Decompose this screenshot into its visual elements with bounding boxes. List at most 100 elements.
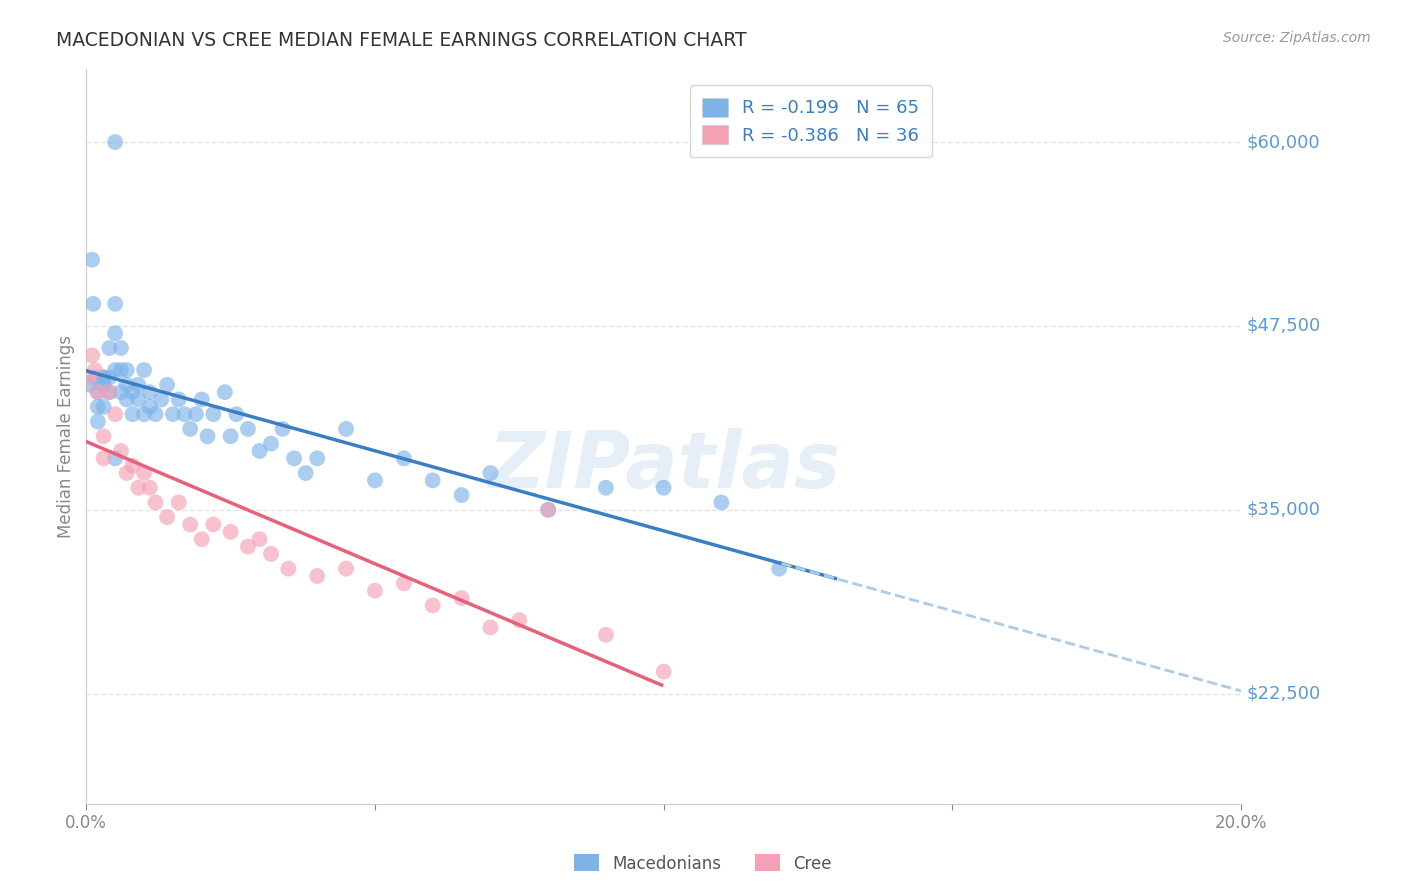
Point xyxy=(364,583,387,598)
Point xyxy=(145,407,167,421)
Point xyxy=(127,392,149,407)
Text: $35,000: $35,000 xyxy=(1247,500,1320,519)
Y-axis label: Median Female Earnings: Median Female Earnings xyxy=(58,334,75,538)
Point xyxy=(110,385,132,400)
Point xyxy=(652,665,675,679)
Point xyxy=(450,488,472,502)
Point xyxy=(214,385,236,400)
Text: Source: ZipAtlas.com: Source: ZipAtlas.com xyxy=(1223,31,1371,45)
Point xyxy=(93,451,115,466)
Point xyxy=(80,348,103,362)
Point xyxy=(139,400,162,414)
Point xyxy=(127,377,149,392)
Text: MACEDONIAN VS CREE MEDIAN FEMALE EARNINGS CORRELATION CHART: MACEDONIAN VS CREE MEDIAN FEMALE EARNING… xyxy=(56,31,747,50)
Point xyxy=(219,429,242,443)
Point xyxy=(104,363,127,377)
Point xyxy=(283,451,305,466)
Point xyxy=(115,466,138,480)
Point xyxy=(179,422,201,436)
Point xyxy=(479,620,502,634)
Text: $22,500: $22,500 xyxy=(1247,685,1322,703)
Point xyxy=(98,385,121,400)
Point xyxy=(595,628,617,642)
Point xyxy=(110,341,132,355)
Point xyxy=(537,503,560,517)
Point xyxy=(191,392,214,407)
Text: $60,000: $60,000 xyxy=(1247,133,1320,151)
Point xyxy=(156,377,179,392)
Point xyxy=(115,363,138,377)
Point xyxy=(294,466,316,480)
Point xyxy=(121,458,143,473)
Point xyxy=(652,481,675,495)
Point xyxy=(145,495,167,509)
Legend: Macedonians, Cree: Macedonians, Cree xyxy=(568,847,838,880)
Point xyxy=(422,474,444,488)
Point xyxy=(167,392,190,407)
Point xyxy=(422,599,444,613)
Point xyxy=(335,422,357,436)
Point xyxy=(202,517,225,532)
Point xyxy=(110,444,132,458)
Point xyxy=(191,533,214,547)
Point xyxy=(197,429,219,443)
Point xyxy=(93,400,115,414)
Point xyxy=(156,510,179,524)
Point xyxy=(87,415,110,429)
Point xyxy=(93,377,115,392)
Point xyxy=(132,466,155,480)
Point xyxy=(98,385,121,400)
Point xyxy=(87,385,110,400)
Point xyxy=(84,363,107,377)
Point xyxy=(392,576,415,591)
Point xyxy=(139,481,162,495)
Point xyxy=(93,429,115,443)
Point xyxy=(104,297,127,311)
Point xyxy=(77,370,100,384)
Point xyxy=(87,385,110,400)
Point xyxy=(508,613,530,627)
Point xyxy=(392,451,415,466)
Point xyxy=(710,495,733,509)
Point xyxy=(127,481,149,495)
Point xyxy=(260,547,283,561)
Point xyxy=(121,385,143,400)
Point xyxy=(173,407,195,421)
Point xyxy=(115,392,138,407)
Point xyxy=(132,363,155,377)
Point xyxy=(260,436,283,450)
Point xyxy=(110,363,132,377)
Legend: R = -0.199   N = 65, R = -0.386   N = 36: R = -0.199 N = 65, R = -0.386 N = 36 xyxy=(690,85,932,157)
Point xyxy=(132,407,155,421)
Point xyxy=(236,540,259,554)
Point xyxy=(104,407,127,421)
Point xyxy=(271,422,294,436)
Point xyxy=(249,444,271,458)
Point xyxy=(219,524,242,539)
Point xyxy=(104,135,127,149)
Point xyxy=(277,561,299,575)
Point xyxy=(162,407,184,421)
Point xyxy=(82,297,104,311)
Point xyxy=(450,591,472,605)
Point xyxy=(121,407,143,421)
Text: $47,500: $47,500 xyxy=(1247,317,1322,334)
Point xyxy=(202,407,225,421)
Point xyxy=(179,517,201,532)
Point xyxy=(93,370,115,384)
Point xyxy=(335,561,357,575)
Point xyxy=(364,474,387,488)
Point xyxy=(104,326,127,341)
Point xyxy=(249,533,271,547)
Point xyxy=(84,370,107,384)
Point xyxy=(98,370,121,384)
Point xyxy=(87,400,110,414)
Point xyxy=(307,451,329,466)
Point xyxy=(225,407,247,421)
Point xyxy=(236,422,259,436)
Point xyxy=(150,392,173,407)
Point xyxy=(139,385,162,400)
Point xyxy=(115,377,138,392)
Point xyxy=(537,503,560,517)
Point xyxy=(98,341,121,355)
